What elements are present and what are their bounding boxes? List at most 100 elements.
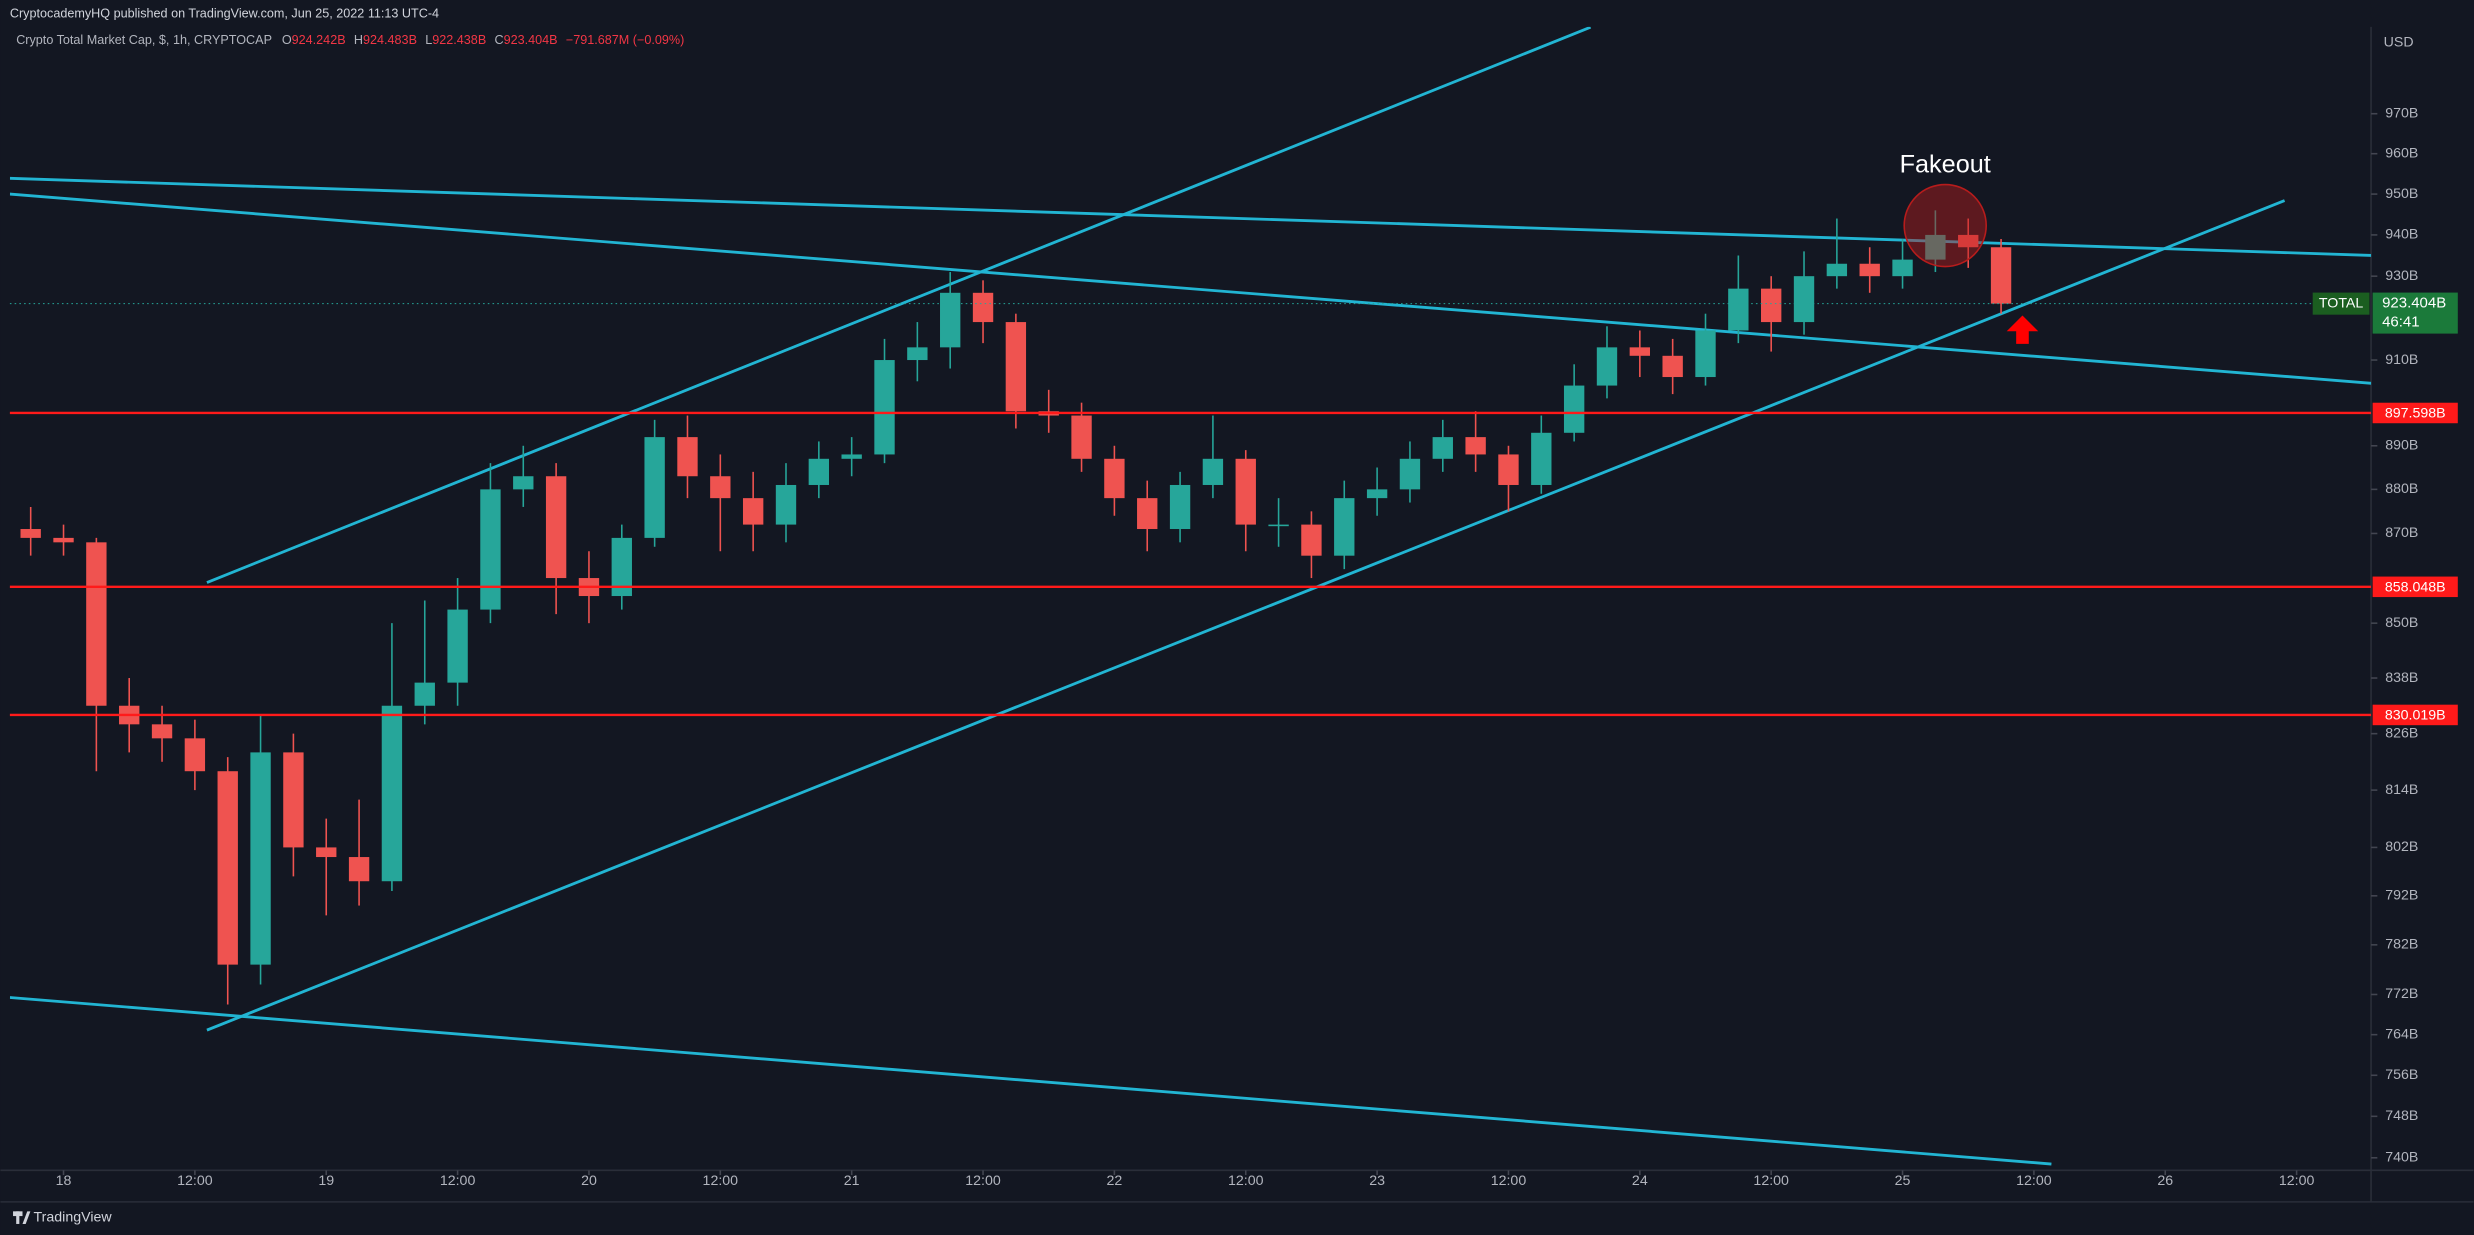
price-tag bbox=[2372, 292, 2458, 334]
y-tick-label: 890B bbox=[2385, 438, 2418, 454]
ohlc-value: 924.483B bbox=[363, 33, 417, 47]
y-tick-label: 838B bbox=[2385, 670, 2418, 686]
trendline bbox=[9, 176, 2372, 257]
candle-body bbox=[677, 437, 698, 477]
candle-body bbox=[1662, 355, 1683, 378]
x-tick-label: 12:00 bbox=[177, 1173, 213, 1189]
trendline bbox=[9, 996, 2052, 1166]
y-tick-label: 970B bbox=[2385, 105, 2418, 121]
candle-body bbox=[841, 454, 862, 459]
candle-body bbox=[1629, 347, 1651, 356]
candle-body bbox=[874, 360, 895, 455]
candle-body bbox=[1793, 276, 1815, 323]
x-tick-label: 12:00 bbox=[2279, 1173, 2315, 1189]
x-tick-label: 19 bbox=[318, 1173, 334, 1189]
x-tick-label: 12:00 bbox=[1491, 1173, 1527, 1189]
x-tick-label: 26 bbox=[2157, 1173, 2173, 1189]
countdown: 46:41 bbox=[2382, 314, 2419, 331]
candle-body bbox=[1826, 263, 1848, 277]
legend: Crypto Total Market Cap, $, 1h, CRYPTOCA… bbox=[16, 33, 684, 47]
y-tick-label: 772B bbox=[2385, 986, 2418, 1002]
candle-body bbox=[1531, 432, 1552, 485]
candle-body bbox=[775, 484, 797, 525]
logo-part bbox=[22, 1211, 31, 1224]
candle-body bbox=[1301, 524, 1322, 556]
y-tick-label: 756B bbox=[2385, 1067, 2418, 1083]
symbol-tag bbox=[2312, 292, 2370, 315]
candle-body bbox=[742, 498, 764, 525]
level-tag bbox=[2372, 704, 2458, 726]
candle-body bbox=[283, 752, 304, 848]
y-tick-label: 940B bbox=[2385, 227, 2418, 243]
level-label: 858.048B bbox=[2385, 579, 2446, 595]
x-tick-label: 12:00 bbox=[2016, 1173, 2052, 1189]
candle-body bbox=[808, 458, 830, 485]
level-tag bbox=[2372, 576, 2458, 598]
candle-body bbox=[1268, 524, 1289, 527]
candle-body bbox=[1334, 498, 1355, 556]
y-tick-label: 870B bbox=[2385, 525, 2418, 541]
level-label: 830.019B bbox=[2385, 707, 2446, 723]
candle-body bbox=[545, 476, 567, 579]
y-tick-label: 850B bbox=[2385, 615, 2418, 631]
candle-body bbox=[1892, 259, 1913, 277]
candle-body bbox=[1596, 347, 1618, 386]
candle-body bbox=[611, 537, 632, 597]
x-tick-label: 18 bbox=[56, 1173, 72, 1189]
candle-body bbox=[381, 705, 403, 882]
candle-body bbox=[1432, 437, 1453, 459]
symbol-title: Crypto Total Market Cap, $, 1h, CRYPTOCA… bbox=[16, 33, 272, 47]
y-tick-label: 802B bbox=[2385, 839, 2418, 855]
y-tick-label: 880B bbox=[2385, 481, 2418, 497]
candle-body bbox=[1169, 484, 1191, 530]
ohlc-label: C bbox=[494, 33, 503, 47]
candle-body bbox=[1202, 458, 1224, 485]
candle-body bbox=[86, 542, 107, 706]
logo-part bbox=[16, 1211, 20, 1224]
footer-logo bbox=[13, 1211, 31, 1224]
currency: USD bbox=[2384, 34, 2414, 50]
ohlc-label: O bbox=[282, 33, 292, 47]
candle-body bbox=[217, 771, 238, 965]
candle-body bbox=[1958, 234, 1979, 248]
candle-body bbox=[414, 682, 435, 706]
candle-body bbox=[1137, 498, 1158, 530]
trendline bbox=[9, 192, 2372, 385]
candle-body bbox=[151, 724, 173, 739]
y-tick-label: 748B bbox=[2385, 1108, 2418, 1124]
x-tick-label: 24 bbox=[1632, 1173, 1648, 1189]
x-tick-label: 21 bbox=[844, 1173, 860, 1189]
publisher: CryptocademyHQ published on TradingView.… bbox=[10, 7, 439, 21]
candle-body bbox=[1695, 330, 1716, 378]
candle-body bbox=[940, 292, 961, 348]
x-tick-label: 12:00 bbox=[703, 1173, 739, 1189]
candle-body bbox=[1563, 385, 1585, 433]
symbol-label: TOTAL bbox=[2319, 295, 2364, 311]
x-tick-label: 22 bbox=[1107, 1173, 1123, 1189]
y-tick-label: 792B bbox=[2385, 888, 2418, 904]
fakeout-circle bbox=[1903, 183, 1987, 268]
candle-body bbox=[1005, 322, 1027, 412]
candle-body bbox=[1366, 489, 1388, 499]
candle-body bbox=[1761, 288, 1782, 323]
candle-body bbox=[20, 529, 41, 538]
plot-area bbox=[9, 26, 2372, 1166]
y-tick-label: 930B bbox=[2385, 268, 2418, 284]
x-tick-label: 23 bbox=[1369, 1173, 1385, 1189]
candle-body bbox=[907, 347, 928, 361]
candle-body bbox=[1399, 458, 1421, 490]
candle-body bbox=[1990, 247, 2012, 304]
candle-body bbox=[348, 857, 370, 882]
y-tick-label: 960B bbox=[2385, 145, 2418, 161]
y-tick-label: 740B bbox=[2385, 1150, 2418, 1166]
trendline bbox=[206, 26, 1592, 584]
candle-body bbox=[250, 752, 271, 965]
ohlc-label: L bbox=[425, 33, 432, 47]
y-tick-label: 826B bbox=[2385, 725, 2418, 741]
candle-body bbox=[53, 537, 74, 543]
arrow bbox=[2006, 315, 2039, 344]
candle-body bbox=[1235, 458, 1256, 525]
candle-body bbox=[1104, 458, 1125, 499]
